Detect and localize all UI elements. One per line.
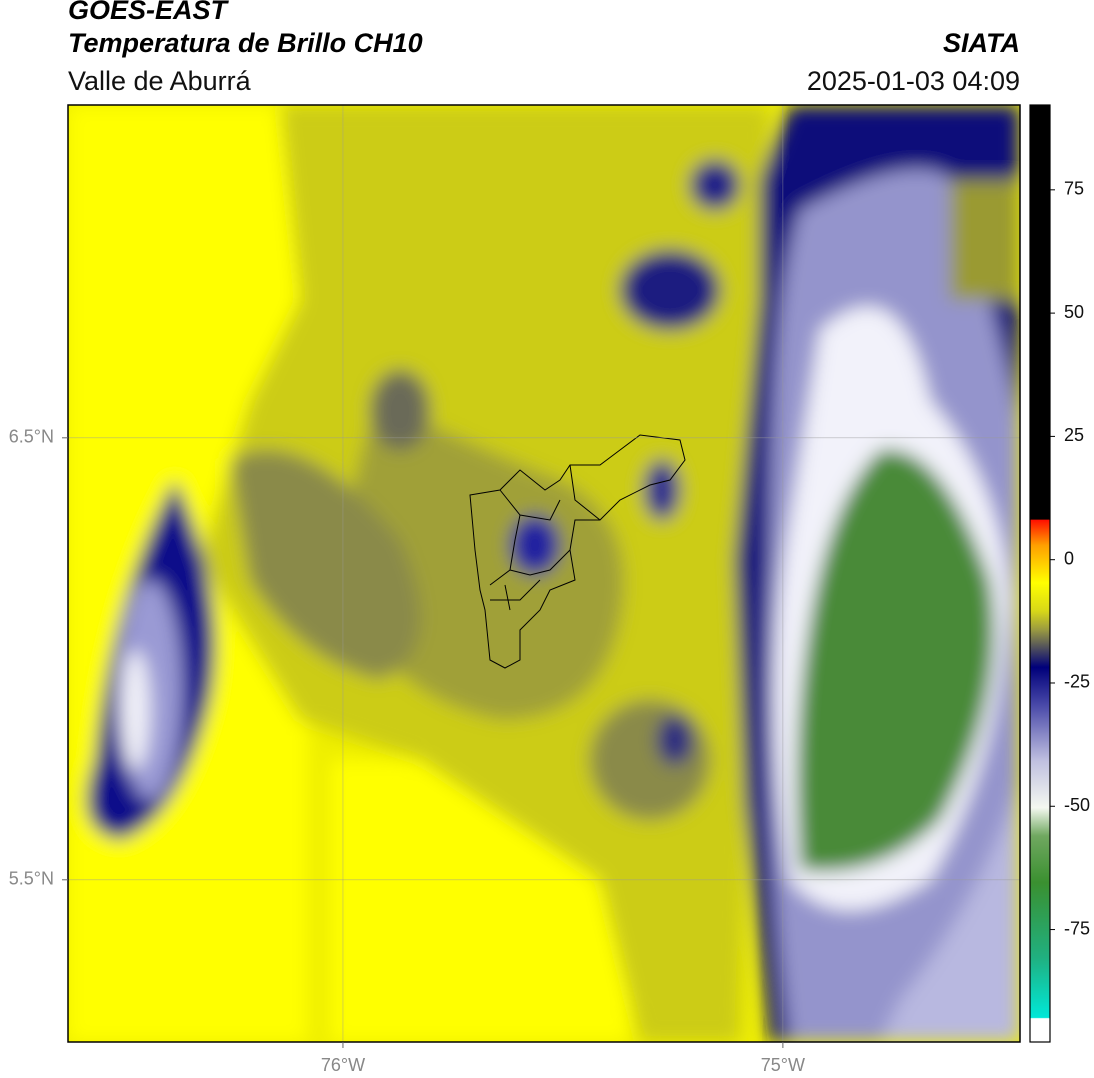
colorbar-label: 75 bbox=[1064, 179, 1084, 199]
colorbar-label: -50 bbox=[1064, 795, 1090, 815]
region: Valle de Aburrá bbox=[68, 66, 252, 96]
lon-label: 76°W bbox=[321, 1055, 365, 1075]
colorbar-label: 50 bbox=[1064, 302, 1084, 322]
colorbar-label: 0 bbox=[1064, 548, 1074, 568]
colorbar-label: -75 bbox=[1064, 918, 1090, 938]
colorbar bbox=[1029, 104, 1051, 1043]
subtitle: Temperatura de Brillo CH10 bbox=[68, 28, 423, 58]
colorbar-label: 25 bbox=[1064, 425, 1084, 445]
lon-label: 75°W bbox=[761, 1055, 805, 1075]
map-frame bbox=[67, 104, 1021, 1043]
municipal-boundaries bbox=[469, 434, 686, 669]
datetime: 2025-01-03 04:09 bbox=[807, 66, 1020, 96]
graticule bbox=[68, 105, 1020, 1042]
colorbar-label: -25 bbox=[1064, 672, 1090, 692]
lat-label: 6.5°N bbox=[9, 427, 54, 447]
satellite-image bbox=[68, 105, 1020, 1042]
source: SIATA bbox=[943, 28, 1020, 58]
title: GOES-EAST bbox=[68, 0, 230, 25]
lat-label: 5.5°N bbox=[9, 869, 54, 889]
